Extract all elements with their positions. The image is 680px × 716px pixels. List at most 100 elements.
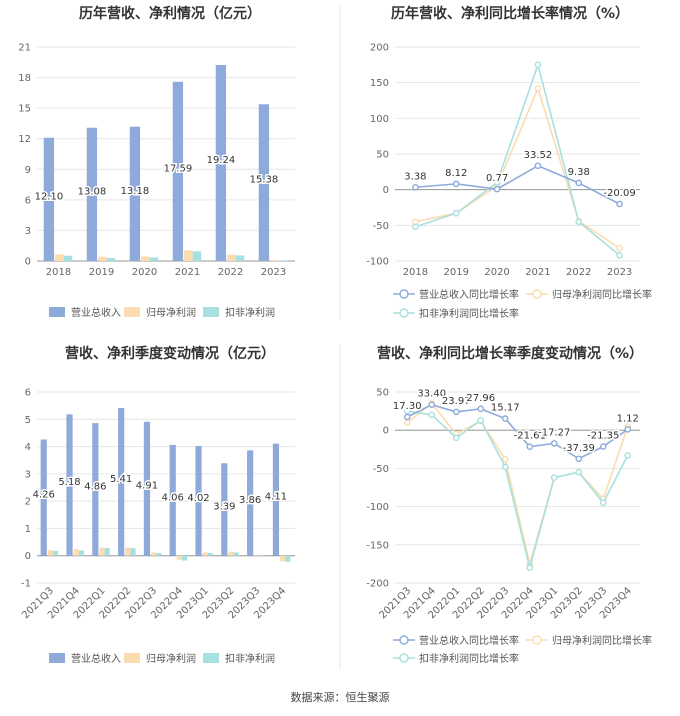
bar-deducted-net-profit bbox=[285, 555, 291, 562]
legend-marker bbox=[399, 308, 409, 318]
bar-revenue bbox=[40, 439, 47, 556]
series-point bbox=[452, 408, 460, 416]
bar-deducted-net-profit bbox=[52, 550, 59, 556]
y-tick-label: 1 bbox=[25, 524, 31, 535]
legend-label: 扣非净利润同比增长率 bbox=[419, 307, 519, 320]
chart-title: 营收、净利季度变动情况（亿元） bbox=[65, 345, 275, 362]
bar-deducted-net-profit bbox=[278, 260, 288, 261]
bar-deducted-net-profit bbox=[63, 255, 73, 261]
x-tick-label: 2023 bbox=[261, 267, 286, 278]
data-label: 13.08 bbox=[78, 186, 107, 197]
legend-label: 营业总收入同比增长率 bbox=[419, 634, 519, 647]
y-tick-label: -100 bbox=[366, 257, 389, 268]
data-label: -21.61 bbox=[514, 431, 546, 442]
bar-deducted-net-profit bbox=[192, 251, 202, 261]
legend-swatch bbox=[203, 653, 219, 663]
legend-label: 扣非净利润同比增长率 bbox=[419, 652, 519, 665]
bar-deducted-net-profit bbox=[233, 552, 239, 556]
y-tick-label: 3 bbox=[25, 469, 31, 480]
legend-label: 营业总收入同比增长率 bbox=[419, 288, 519, 301]
y-tick-label: 5 bbox=[25, 415, 31, 426]
data-label: 4.86 bbox=[84, 481, 106, 492]
series-point bbox=[575, 455, 583, 463]
data-label: 33.52 bbox=[524, 150, 553, 161]
chart-1: 历年营收、净利情况（亿元） 0 3 6 9 12 15 18 21 2018 2019 2020 202… bbox=[18, 5, 295, 319]
x-tick-label: 2018 bbox=[46, 267, 71, 278]
data-label: -20.09 bbox=[603, 188, 635, 199]
legend-swatch bbox=[49, 653, 65, 663]
bar-deducted-net-profit bbox=[156, 552, 162, 556]
legend-label: 扣非净利润 bbox=[225, 306, 275, 319]
bar-deducted-net-profit bbox=[181, 555, 188, 561]
data-label: 3.86 bbox=[239, 495, 261, 506]
data-label: 4.91 bbox=[136, 481, 158, 492]
series-point bbox=[428, 411, 436, 419]
bar-revenue bbox=[172, 81, 184, 261]
bar-deducted-net-profit bbox=[149, 257, 159, 261]
data-label: 17.59 bbox=[164, 163, 193, 174]
data-label: 4.06 bbox=[162, 492, 184, 503]
chart-2: 历年营收、净利同比增长率情况（%） -100 -50 0 50 100 150 200 2018… bbox=[366, 5, 652, 320]
bar-parent-net-profit bbox=[151, 552, 157, 556]
legend-label: 归母净利润 bbox=[146, 652, 196, 665]
y-tick-label: 0 bbox=[383, 185, 389, 196]
y-tick-label: 0 bbox=[25, 257, 31, 268]
series-point bbox=[403, 413, 411, 421]
bar-revenue bbox=[86, 127, 98, 261]
series-point bbox=[624, 426, 632, 433]
bar-revenue bbox=[247, 450, 254, 556]
bar-parent-net-profit bbox=[73, 549, 79, 556]
legend-marker bbox=[532, 635, 542, 645]
x-tick-label: 2022 bbox=[566, 267, 591, 278]
y-tick-label: 15 bbox=[18, 104, 31, 115]
series-point bbox=[501, 415, 509, 422]
y-tick-label: 2 bbox=[25, 497, 31, 508]
y-tick-label: 150 bbox=[370, 78, 389, 89]
data-label: -37.39 bbox=[563, 443, 595, 454]
data-label: 13.18 bbox=[121, 186, 150, 197]
bar-parent-net-profit bbox=[184, 250, 193, 261]
legend-swatch bbox=[203, 307, 219, 317]
series-line bbox=[407, 410, 629, 568]
data-label: 3.39 bbox=[213, 501, 235, 512]
series-point bbox=[412, 183, 419, 191]
bar-revenue bbox=[221, 463, 228, 556]
data-label: 33.40 bbox=[417, 389, 446, 400]
series-line bbox=[415, 62, 621, 256]
bar-revenue bbox=[195, 446, 202, 556]
data-label: 5.41 bbox=[110, 474, 132, 485]
bar-revenue bbox=[169, 444, 176, 556]
bar-deducted-net-profit bbox=[78, 550, 84, 556]
series-point bbox=[550, 440, 558, 447]
series-point bbox=[526, 443, 534, 451]
chart-title: 营收、净利同比增长率季度变动情况（%） bbox=[377, 345, 643, 362]
chart-4: 营收、净利同比增长率季度变动情况（%）-200-150-100-50050202… bbox=[366, 345, 652, 665]
series-point bbox=[534, 162, 542, 170]
series-line bbox=[406, 402, 629, 568]
series-point bbox=[534, 61, 542, 69]
y-tick-label: 200 bbox=[370, 43, 389, 54]
bar-deducted-net-profit bbox=[106, 257, 116, 261]
data-label: -21.35 bbox=[587, 431, 619, 442]
bar-parent-net-profit bbox=[270, 260, 279, 261]
series-line bbox=[415, 164, 620, 205]
data-label: 3.38 bbox=[404, 171, 426, 182]
series-point bbox=[616, 244, 623, 252]
series-point bbox=[452, 434, 460, 442]
series-point bbox=[575, 179, 583, 187]
bar-revenue bbox=[43, 137, 55, 261]
series-point bbox=[616, 251, 623, 259]
legend-label: 归母净利润同比增长率 bbox=[552, 634, 652, 647]
data-label: 8.12 bbox=[445, 168, 467, 179]
bar-deducted-net-profit bbox=[104, 548, 110, 556]
data-label: 12.10 bbox=[35, 191, 64, 202]
x-tick-label: 2021 bbox=[175, 267, 200, 278]
series-line bbox=[406, 403, 629, 460]
bar-parent-net-profit bbox=[280, 555, 286, 562]
bar-revenue bbox=[129, 126, 141, 262]
bar-deducted-net-profit bbox=[235, 255, 245, 261]
legend-swatch bbox=[124, 307, 140, 317]
bar-parent-net-profit bbox=[254, 555, 260, 556]
bar-deducted-net-profit bbox=[207, 552, 213, 556]
